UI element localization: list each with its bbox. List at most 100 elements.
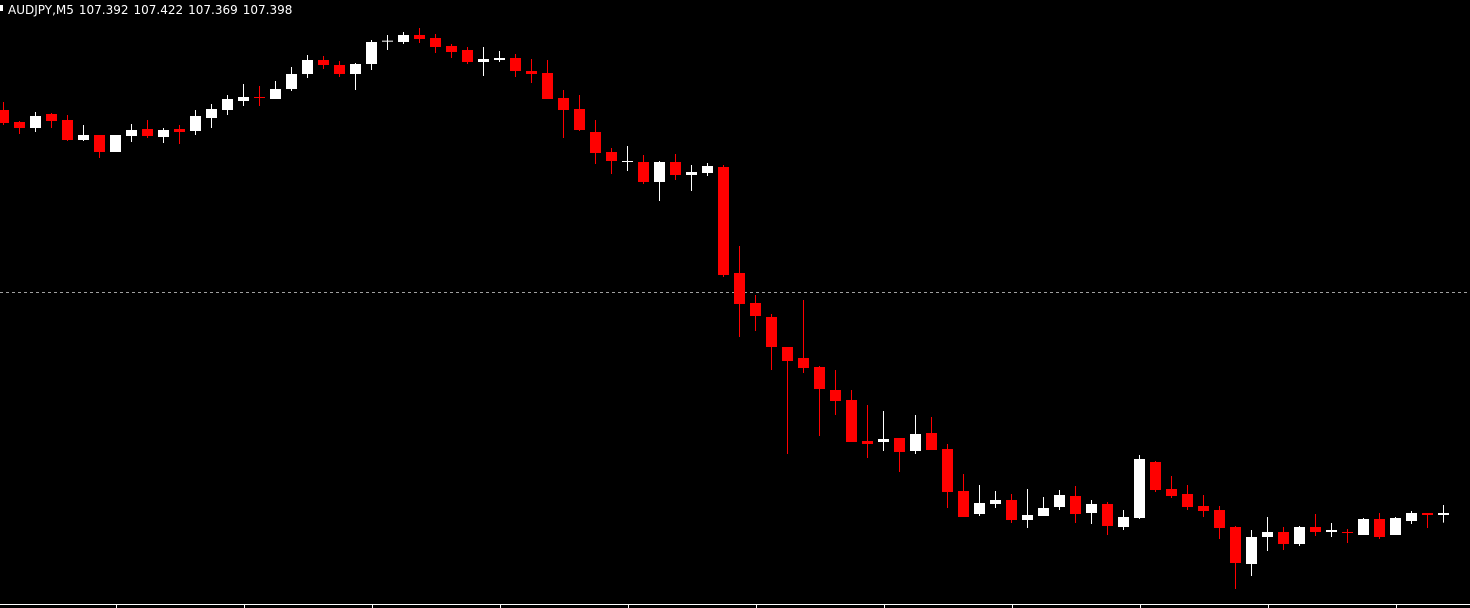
bear-candle [510,54,521,77]
candle-body [142,129,153,136]
candle-body [478,59,489,62]
bear-candle [254,86,265,106]
candle-body [846,400,857,442]
bear-candle [862,405,873,458]
candle-body [350,64,361,74]
candle-body [1230,527,1241,563]
time-axis [0,604,1470,608]
candle-body [542,73,553,99]
symbol-timeframe: AUDJPY,M5 [8,3,74,17]
bear-candle [1102,502,1113,535]
candle-body [0,110,9,123]
bear-candle [766,314,777,370]
candle-body [1086,504,1097,513]
bull-candle [990,491,1001,508]
bear-candle [142,120,153,138]
candle-body [894,438,905,452]
bull-candle [126,124,137,142]
candle-body [1262,532,1273,537]
candle-body [1070,496,1081,514]
candle-body [382,40,393,42]
bear-candle [750,295,761,331]
candle-body [206,109,217,118]
candle-body [814,367,825,389]
candle-body [1038,508,1049,516]
bear-candle [958,474,969,517]
bear-candle [1166,476,1177,498]
candle-body [1374,519,1385,537]
bear-candle [542,60,553,99]
bear-candle [414,28,425,43]
candle-body [926,433,937,450]
candle-body [702,166,713,173]
candle-body [558,98,569,110]
candle-body [1342,532,1353,533]
bull-candle [1326,523,1337,537]
bear-candle [62,115,73,141]
bear-candle [606,148,617,174]
bear-candle [590,120,601,164]
bear-candle [1070,486,1081,523]
candle-body [334,65,345,74]
candle-body [1118,517,1129,527]
candle-body [750,303,761,316]
bear-candle [1182,485,1193,510]
bear-candle [1310,514,1321,536]
candle-body [1054,495,1065,507]
bull-candle [910,415,921,454]
candle-body [270,89,281,99]
bear-candle [574,95,585,131]
bull-candle [1438,505,1449,523]
bull-candle [1054,490,1065,510]
candle-body [430,38,441,47]
bull-candle [1038,497,1049,516]
candle-body [622,161,633,162]
bear-candle [798,300,809,373]
bear-candle [46,113,57,128]
bear-candle [334,61,345,77]
bull-candle [270,81,281,99]
candle-body [958,491,969,517]
candle-body [94,135,105,152]
candle-body [494,58,505,60]
bear-candle [94,135,105,158]
bear-candle [894,438,905,472]
chart-menu-icon [0,5,3,11]
bull-candle [110,135,121,152]
candle-body [174,129,185,132]
bear-candle [174,125,185,144]
close-price: 107.398 [242,3,293,17]
bull-candle [1358,518,1369,535]
candle-body [254,97,265,98]
candle-body [670,162,681,175]
bull-candle [1246,530,1257,576]
candle-body [1134,459,1145,518]
bull-candle [398,32,409,44]
low-price: 107.369 [188,3,238,17]
bear-candle [846,390,857,442]
bear-candle [814,366,825,436]
bull-candle [622,146,633,171]
candle-body [14,122,25,128]
bull-candle [1406,511,1417,524]
bull-candle [1262,517,1273,551]
bull-candle [878,411,889,451]
candle-body [654,162,665,182]
bull-candle [1390,517,1401,535]
candle-body [1278,532,1289,544]
candle-body [1166,489,1177,496]
candle-body [862,441,873,444]
bear-candle [1006,494,1017,523]
candle-body [398,35,409,42]
candle-body [414,35,425,39]
candle-body [718,167,729,275]
bull-candle [206,104,217,128]
candle-body [686,172,697,175]
candle-body [590,132,601,153]
candle-body [158,130,169,137]
bull-candle [30,112,41,132]
bear-candle [670,154,681,180]
candle-body [526,71,537,74]
candle-body [990,500,1001,504]
